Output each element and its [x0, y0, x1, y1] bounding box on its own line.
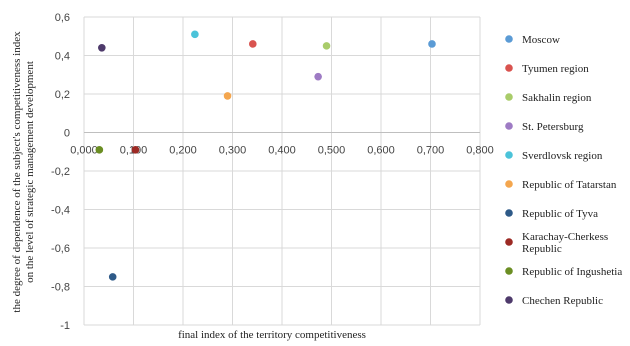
data-points [95, 30, 436, 281]
legend-marker [505, 93, 513, 101]
legend-marker [505, 64, 513, 72]
legend-label: Chechen Republic [522, 295, 603, 307]
y-tick-label: 0,4 [55, 51, 70, 63]
x-tick-label: 0,200 [169, 145, 197, 157]
data-point [191, 30, 199, 39]
y-axis-ticks: 0,6 0,4 0,2 0 -0,2 -0,4 -0,6 -0,8 -1 [51, 12, 70, 332]
y-tick-label: -0,6 [51, 243, 70, 255]
legend-marker [505, 296, 513, 304]
x-tick-label: 0,700 [417, 145, 445, 157]
x-tick-label: 0,800 [466, 145, 494, 157]
legend-label: Moscow [522, 34, 560, 46]
legend-marker [505, 180, 513, 188]
legend-marker [505, 151, 513, 159]
data-point [108, 273, 117, 281]
x-tick-label: 0,400 [268, 145, 296, 157]
data-point [95, 146, 104, 154]
legend-label: Republic [522, 243, 562, 255]
legend-marker [505, 267, 513, 275]
legend-marker [505, 122, 513, 130]
y-tick-label: 0 [64, 128, 70, 140]
y-tick-label: 0,6 [55, 12, 70, 24]
data-point [314, 72, 322, 81]
y-axis-title: the degree of dependence of the subject'… [11, 31, 36, 313]
data-point [248, 40, 257, 48]
data-point [131, 146, 140, 154]
y-axis-title-line-1: the degree of dependence of the subject'… [11, 31, 23, 313]
legend-marker [505, 35, 513, 43]
legend-label: Sverdlovsk region [522, 150, 603, 162]
x-axis-ticks: 0,0000,1000,2000,3000,4000,5000,6000,700… [70, 145, 494, 157]
y-tick-label: -0,2 [51, 166, 70, 178]
legend-label: Sakhalin region [522, 92, 592, 104]
data-point [322, 42, 331, 50]
y-axis-title-line-2: on the level of strategic management dev… [24, 61, 36, 283]
legend: Moscow Tyumen region Sakhalin region St. Pe… [505, 34, 622, 307]
legend-label: Republic of Tyva [522, 208, 598, 220]
y-tick-label: -1 [60, 320, 70, 332]
x-tick-label: 0,600 [367, 145, 395, 157]
legend-label: St. Petersburg [522, 121, 584, 133]
legend-marker [505, 209, 513, 217]
y-tick-label: 0,2 [55, 89, 70, 101]
x-tick-label: 0,300 [219, 145, 247, 157]
data-point [223, 92, 232, 100]
x-tick-label: 0,000 [70, 145, 98, 157]
x-tick-label: 0,500 [318, 145, 346, 157]
legend-label: Republic of Tatarstan [522, 179, 617, 191]
y-tick-label: -0,4 [51, 205, 70, 217]
legend-label: Republic of Ingushetia [522, 266, 622, 278]
data-point [428, 40, 436, 48]
legend-label: Tyumen region [522, 63, 589, 75]
grid-lines [83, 16, 481, 326]
data-point [98, 44, 106, 52]
legend-marker [505, 238, 513, 246]
legend-label: Karachay-Cherkess [522, 231, 608, 243]
y-tick-label: -0,8 [51, 282, 70, 294]
x-axis-title: final index of the territory competitive… [178, 329, 366, 341]
